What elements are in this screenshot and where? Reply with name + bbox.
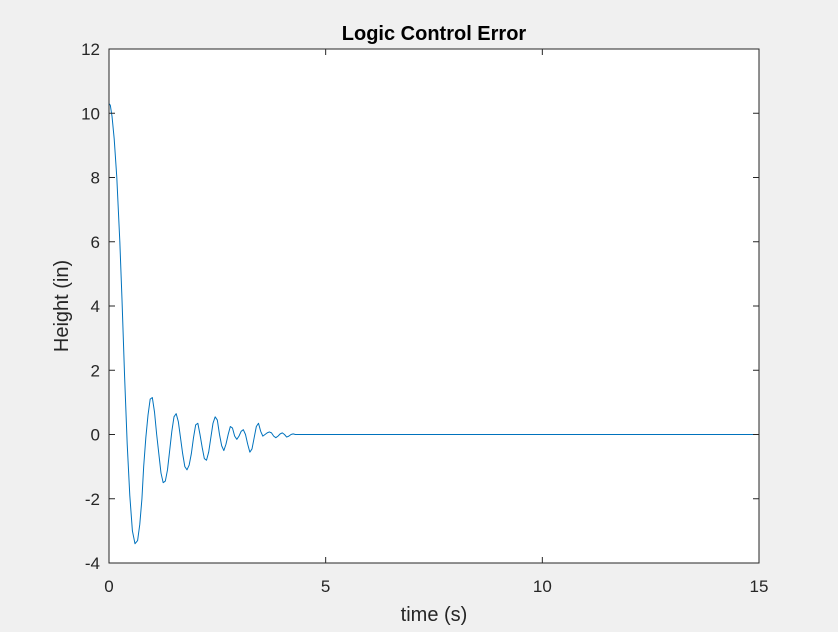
y-tick-label: 8 — [91, 169, 100, 188]
y-tick-label: -2 — [85, 490, 100, 509]
plot-area — [109, 49, 759, 563]
y-tick-label: 2 — [91, 361, 100, 380]
y-tick-label: 4 — [91, 297, 100, 316]
series-line — [108, 103, 759, 545]
x-tick-label: 15 — [750, 577, 769, 596]
chart-title: Logic Control Error — [342, 23, 527, 45]
x-tick-label: 5 — [321, 577, 330, 596]
series-layer — [108, 103, 759, 545]
y-axis-label: Height (in) — [51, 260, 73, 352]
y-tick-label: 6 — [91, 233, 100, 252]
x-tick-label: 0 — [104, 577, 113, 596]
y-tick-label: 12 — [81, 40, 100, 59]
y-tick-label: -4 — [85, 554, 100, 573]
y-axis: -4 -2 0 2 4 6 8 10 12 — [81, 40, 759, 573]
x-axis: 0 5 10 15 — [104, 49, 768, 596]
x-tick-label: 10 — [533, 577, 552, 596]
y-tick-label: 0 — [91, 426, 100, 445]
y-tick-label: 10 — [81, 104, 100, 123]
x-axis-label: time (s) — [401, 604, 468, 626]
